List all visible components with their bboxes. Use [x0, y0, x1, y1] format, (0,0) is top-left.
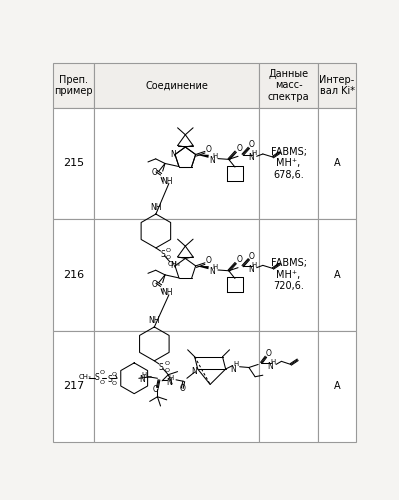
Text: N: N: [166, 378, 172, 388]
Text: S: S: [159, 362, 164, 372]
Text: O: O: [166, 248, 171, 252]
Bar: [53, 219, 94, 330]
Text: H: H: [212, 152, 217, 158]
Text: O: O: [99, 370, 104, 376]
Text: O: O: [266, 349, 272, 358]
Text: O: O: [237, 256, 243, 264]
Bar: [318, 108, 356, 219]
Text: O: O: [99, 380, 104, 384]
Bar: [259, 330, 318, 442]
Text: NH: NH: [150, 204, 162, 212]
Text: A: A: [334, 158, 340, 168]
Text: NH: NH: [161, 176, 172, 186]
Bar: [94, 330, 259, 442]
Text: N: N: [231, 364, 236, 374]
Text: O: O: [179, 384, 185, 393]
Text: CH₃: CH₃: [78, 374, 91, 380]
Text: N: N: [248, 264, 254, 274]
Text: Данные
масс-
спектра: Данные масс- спектра: [268, 69, 309, 102]
Text: H: H: [233, 362, 238, 368]
Bar: [94, 63, 259, 108]
Text: N: N: [209, 267, 215, 276]
Text: O: O: [206, 256, 212, 265]
Text: N: N: [170, 150, 176, 159]
Text: N: N: [268, 362, 273, 371]
Text: NH: NH: [148, 316, 160, 326]
Text: O: O: [164, 368, 169, 374]
Text: N: N: [248, 154, 254, 162]
Text: H: H: [270, 359, 276, 365]
Text: O: O: [112, 381, 117, 386]
Bar: [259, 219, 318, 330]
Text: O: O: [164, 360, 169, 366]
Text: CH₃: CH₃: [168, 261, 181, 267]
Text: N: N: [191, 367, 197, 376]
Text: Преп.
пример: Преп. пример: [54, 74, 93, 96]
Text: O: O: [249, 140, 255, 149]
Text: O: O: [112, 372, 117, 377]
Text: S: S: [95, 373, 99, 382]
Text: O: O: [152, 280, 158, 288]
Bar: [318, 219, 356, 330]
Text: 216: 216: [63, 270, 84, 280]
Text: S: S: [160, 250, 165, 258]
Text: Интер-
вал Ki*: Интер- вал Ki*: [320, 74, 355, 96]
Text: O: O: [166, 256, 171, 260]
Bar: [94, 219, 259, 330]
Text: O: O: [237, 144, 243, 153]
Text: NH: NH: [161, 288, 172, 297]
Bar: [53, 330, 94, 442]
Text: N: N: [209, 156, 215, 164]
Text: N: N: [139, 376, 145, 384]
Text: O: O: [206, 144, 212, 154]
Polygon shape: [196, 154, 209, 158]
Text: O: O: [249, 252, 255, 260]
Text: Соединение: Соединение: [145, 80, 208, 90]
Text: A: A: [334, 270, 340, 280]
Bar: [94, 108, 259, 219]
Text: A: A: [334, 381, 340, 391]
Bar: [259, 63, 318, 108]
Text: H: H: [251, 150, 256, 156]
Text: H: H: [212, 264, 217, 270]
Text: S: S: [107, 374, 112, 384]
Bar: [53, 63, 94, 108]
Text: O: O: [152, 168, 158, 177]
Bar: [259, 108, 318, 219]
Text: O: O: [153, 384, 159, 394]
Text: H: H: [142, 372, 147, 378]
Text: 215: 215: [63, 158, 84, 168]
Bar: [53, 108, 94, 219]
Bar: [318, 330, 356, 442]
Text: 217: 217: [63, 381, 84, 391]
Text: FABMS;
MH⁺,
678,6.: FABMS; MH⁺, 678,6.: [271, 147, 306, 180]
Text: FABMS;
MH⁺,
720,6.: FABMS; MH⁺, 720,6.: [271, 258, 306, 292]
Bar: [318, 63, 356, 108]
Text: N: N: [170, 262, 176, 270]
Polygon shape: [196, 266, 209, 269]
Text: H: H: [251, 262, 256, 268]
Text: H: H: [169, 376, 174, 382]
